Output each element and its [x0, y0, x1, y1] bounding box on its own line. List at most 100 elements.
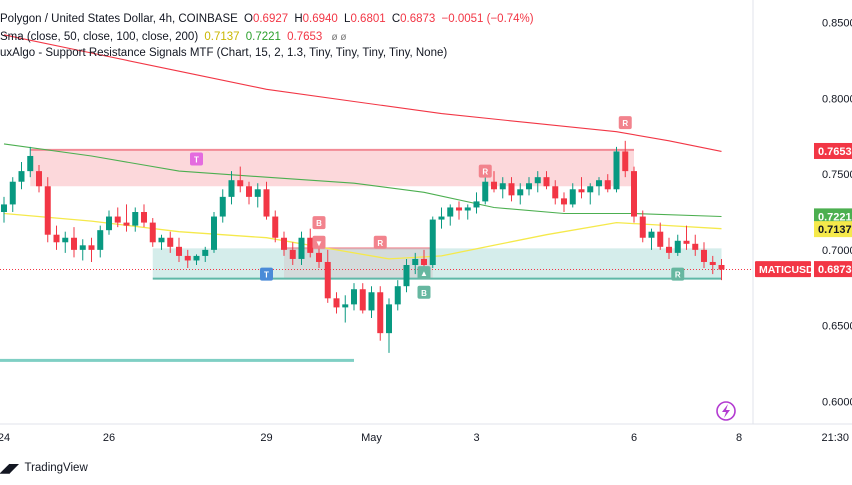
change-value: −0.0051 (−0.74%): [441, 13, 534, 25]
signal-label-1: T: [264, 271, 269, 280]
low-value: 0.6801: [350, 13, 386, 25]
sma100-line: [3, 143, 722, 218]
signal-marker-3: [312, 235, 326, 249]
resistance-zone-0: [30, 149, 634, 187]
candle-body-60: [526, 183, 532, 190]
candle-body-36: [316, 252, 322, 262]
high-value: 0.6940: [302, 13, 338, 25]
candle-body-1: [9, 181, 16, 205]
signal-label-5: ▲: [420, 269, 428, 278]
y-tick-label-4: 0.65000: [822, 321, 852, 333]
candle-body-27: [237, 180, 244, 187]
symbol-price-tag-bg: [755, 261, 811, 278]
candle-body-57: [499, 183, 506, 190]
x-tick-label-4: 3: [473, 432, 479, 444]
candle-body-75: [657, 231, 664, 247]
candle-body-42: [368, 292, 375, 311]
candle-body-69: [604, 180, 611, 190]
candle-body-53: [464, 207, 471, 211]
candle-body-77: [674, 240, 681, 253]
lightning-glyph-icon: [722, 404, 730, 418]
candle-body-8: [71, 237, 77, 250]
candle-body-46: [403, 265, 410, 287]
candle-body-61: [534, 177, 541, 184]
signal-marker-6: [417, 285, 431, 299]
candle-body-31: [272, 216, 279, 238]
candle-body-10: [88, 245, 95, 250]
candle-body-22: [193, 255, 200, 261]
candle-body-49: [429, 219, 436, 265]
candle-body-64: [561, 198, 567, 205]
sma-legend[interactable]: Sma (close, 50, close, 100, close, 200) …: [0, 30, 347, 45]
candle-body-4: [36, 171, 42, 187]
close-value: 0.6873: [400, 13, 436, 25]
price-label-1: 0.7221: [818, 211, 852, 223]
candle-body-66: [578, 189, 585, 193]
price-label-0: 0.7653: [818, 146, 852, 158]
candle-body-82: [718, 265, 725, 270]
candle-body-48: [421, 258, 427, 265]
candle-body-50: [438, 216, 445, 220]
candle-body-11: [97, 230, 104, 250]
price-label-bg-0: [814, 142, 852, 159]
brand-name: TradingView: [24, 462, 88, 474]
candle-body-73: [639, 216, 646, 238]
candle-body-26: [228, 180, 235, 197]
candle-body-0: [1, 204, 7, 212]
candle-body-51: [447, 207, 454, 217]
candle-body-9: [79, 245, 86, 250]
x-tick-label-7: 21:30: [821, 432, 849, 444]
high-label: H: [294, 13, 303, 25]
candle-body-68: [596, 180, 602, 187]
signal-marker-5: [417, 266, 431, 280]
indicator-legend[interactable]: uxAlgo - Support Resistance Signals MTF …: [0, 46, 447, 60]
x-tick-label-5: 6: [631, 432, 637, 444]
candle-body-44: [386, 304, 392, 334]
signal-label-8: R: [622, 119, 628, 128]
x-tick-label-1: 26: [103, 432, 115, 444]
symbol-title: Polygon / United States Dollar, 4h, COIN…: [0, 13, 238, 25]
signal-label-9: R: [675, 271, 681, 280]
candle-body-16: [141, 212, 147, 223]
x-tick-label-3: May: [361, 432, 382, 444]
candle-body-37: [324, 261, 331, 299]
signal-marker-0: [190, 152, 203, 166]
symbol-price-tag: MATICUSD: [759, 264, 814, 276]
candle-body-76: [666, 246, 672, 253]
candle-body-45: [394, 286, 401, 305]
signal-marker-9: [671, 267, 685, 281]
candle-body-43: [377, 292, 384, 334]
candle-body-52: [456, 207, 462, 211]
price-label-bg-1: [814, 208, 852, 225]
candle-body-39: [342, 304, 349, 308]
candle-body-7: [62, 237, 69, 243]
close-label: C: [391, 13, 401, 25]
candle-body-35: [307, 237, 314, 253]
candle-body-18: [158, 237, 165, 243]
tradingview-brand[interactable]: ◢◤ TradingView: [0, 458, 88, 478]
signal-marker-4: [373, 235, 387, 249]
candle-body-2: [18, 171, 25, 182]
x-tick-label-0: 24: [0, 432, 10, 444]
candle-body-20: [176, 246, 182, 256]
candle-body-29: [254, 189, 261, 197]
candle-body-17: [149, 222, 156, 243]
candle-body-78: [683, 240, 690, 244]
signal-label-3: ▼: [315, 239, 323, 248]
y-tick-label-5: 0.60000: [822, 396, 852, 408]
candle-body-32: [281, 237, 287, 250]
candle-body-12: [106, 216, 112, 231]
tradingview-logo-icon: ◢◤: [0, 461, 19, 475]
signal-marker-2: [312, 216, 326, 230]
candle-body-23: [202, 249, 209, 256]
price-label-bg-2: [814, 221, 852, 238]
sma-hidden-icons[interactable]: ø ø: [331, 32, 347, 43]
y-tick-label-0: 0.85000: [822, 18, 852, 30]
replay-lightning-icon: [716, 401, 736, 421]
x-tick-label-6: 8: [736, 432, 742, 444]
y-tick-label-3: 0.70000: [822, 245, 852, 257]
candle-body-40: [351, 289, 357, 305]
candle-body-28: [246, 186, 252, 197]
